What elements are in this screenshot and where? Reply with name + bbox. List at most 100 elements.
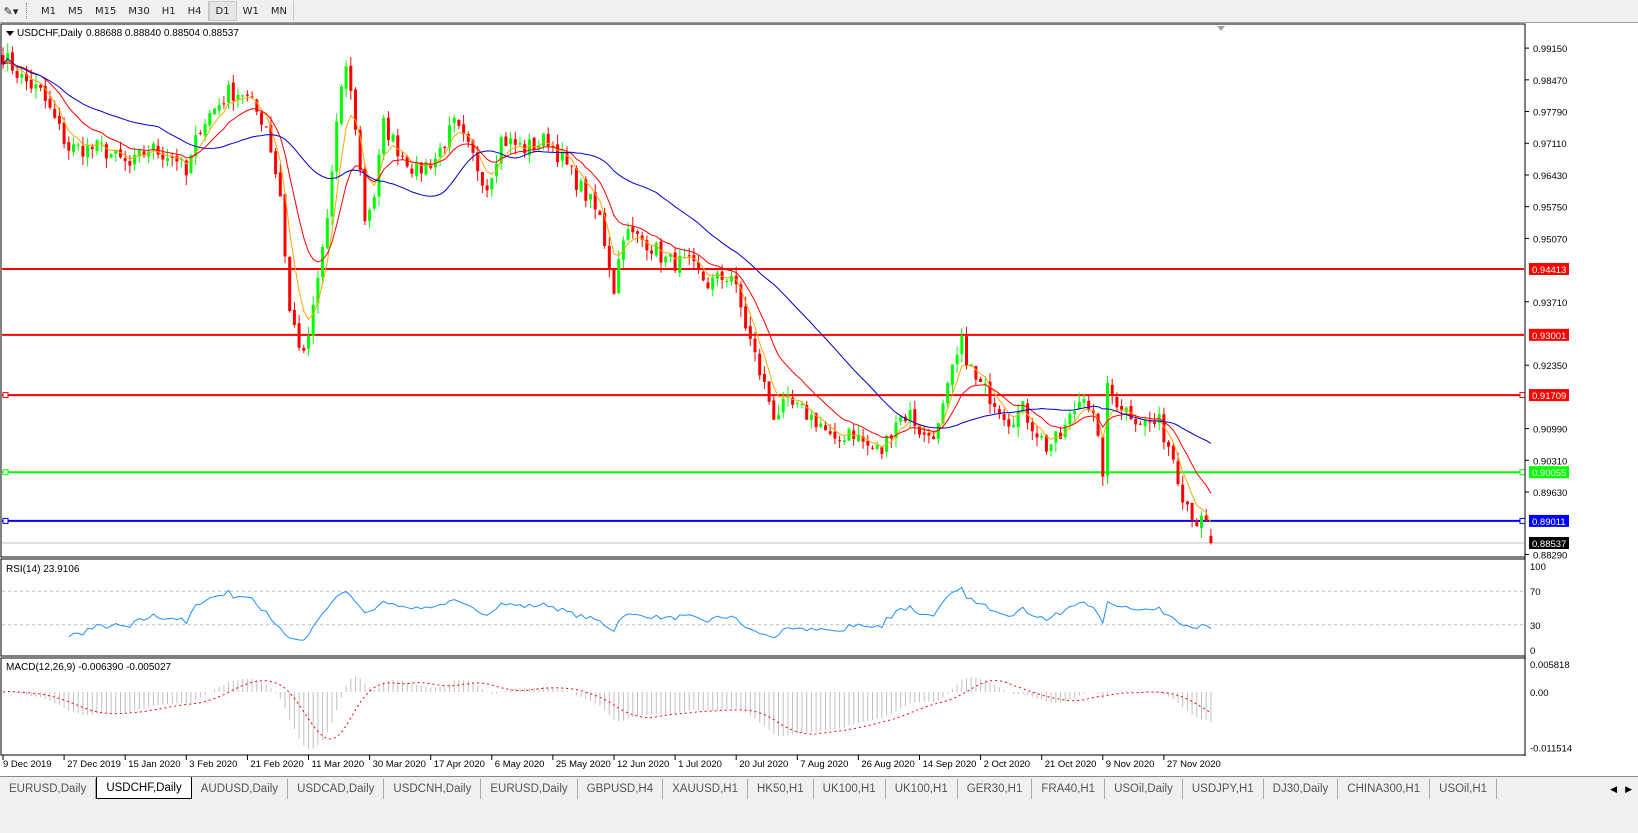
symbol-label: USDCHF,Daily — [17, 28, 83, 39]
candle-body — [725, 281, 729, 283]
line-handle[interactable] — [1519, 469, 1526, 476]
candle — [960, 328, 964, 363]
macd-axis-label: 0.005818 — [1530, 660, 1570, 671]
candle — [274, 147, 278, 179]
candle — [1082, 393, 1086, 409]
rsi-axis-label: 30 — [1530, 621, 1541, 632]
line-handle[interactable] — [2, 469, 9, 476]
date-label: 27 Dec 2019 — [67, 759, 121, 770]
macd-indicator: 0.005818 0.00 -0.011514 — [2, 660, 1572, 754]
line-handle[interactable] — [2, 392, 9, 399]
candle — [123, 150, 127, 172]
candle-body — [57, 115, 61, 124]
candle — [527, 133, 531, 164]
tab-usoil-daily[interactable]: USOil,Daily — [1105, 779, 1183, 799]
tab-uk100-h1[interactable]: UK100,H1 — [814, 779, 886, 799]
chart-shift-marker-icon[interactable] — [1217, 26, 1225, 31]
tab-gbpusd-h4[interactable]: GBPUSD,H4 — [578, 779, 664, 799]
date-label: 25 May 2020 — [556, 759, 611, 770]
tab-ger30-h1[interactable]: GER30,H1 — [958, 779, 1033, 799]
candle — [386, 111, 390, 146]
line-handle[interactable] — [1519, 517, 1526, 524]
rsi-axis-label: 100 — [1530, 562, 1546, 573]
price-line-label-bg — [1529, 514, 1569, 527]
candle-body — [457, 120, 461, 126]
candle-body — [180, 158, 184, 160]
candle — [1073, 401, 1077, 423]
candle-body — [636, 231, 639, 234]
candle-body — [1026, 403, 1030, 423]
candle-body — [1, 55, 5, 65]
tab-usdcnh-daily[interactable]: USDCNH,Daily — [384, 779, 482, 799]
scroll-right-icon[interactable]: ▶ — [1625, 783, 1632, 794]
timeframe-m30[interactable]: M30 — [128, 5, 150, 17]
candle — [908, 401, 912, 429]
timeframe-h1[interactable]: H1 — [161, 5, 176, 17]
tab-hk50-h1[interactable]: HK50,H1 — [748, 779, 814, 799]
toolbar-grip[interactable] — [26, 3, 31, 19]
candle-body — [396, 135, 400, 157]
tab-usdjpy-h1[interactable]: USDJPY,H1 — [1183, 779, 1264, 799]
tab-uk100-h1[interactable]: UK100,H1 — [886, 779, 958, 799]
candle-body — [640, 235, 644, 240]
price-line-label: 0.91709 — [1532, 391, 1566, 402]
timeframe-d1[interactable]: D1 — [208, 1, 237, 21]
candle-body — [589, 194, 592, 200]
candle — [880, 445, 884, 460]
candle — [772, 394, 776, 421]
date-label: 11 Mar 2020 — [312, 759, 365, 770]
tab-usdchf-daily[interactable]: USDCHF,Daily — [96, 777, 192, 799]
candle — [20, 66, 24, 85]
candle-body — [29, 79, 33, 89]
candle-body — [227, 84, 231, 103]
timeframe-mn[interactable]: MN — [270, 5, 287, 17]
chart-window[interactable]: 0.99150 0.98470 0.97790 0.97110 0.96430 0.957… — [0, 0, 1638, 776]
timeframe-m5[interactable]: M5 — [68, 5, 83, 17]
timeframe-h4[interactable]: H4 — [187, 5, 202, 17]
candle-body — [673, 252, 677, 271]
candle-body — [349, 65, 353, 91]
price-axis: 0.99150 0.98470 0.97790 0.97110 0.96430 0.957… — [1524, 24, 1569, 756]
timeframe-w1[interactable]: W1 — [242, 5, 259, 17]
candle-body — [62, 122, 66, 144]
tab-eurusd-daily[interactable]: EURUSD,Daily — [0, 779, 97, 799]
candle-body — [480, 172, 484, 186]
candle — [34, 74, 38, 99]
tab-dj30-daily[interactable]: DJ30,Daily — [1264, 779, 1339, 799]
candle-body — [438, 147, 442, 158]
tab-fra40-h1[interactable]: FRA40,H1 — [1032, 779, 1106, 799]
candle-body — [936, 423, 940, 439]
candle — [833, 422, 837, 445]
candle-body — [100, 142, 104, 144]
collapse-triangle-icon[interactable] — [6, 31, 14, 36]
tab-usdcad-daily[interactable]: USDCAD,Daily — [288, 779, 385, 799]
line-handle[interactable] — [2, 517, 9, 524]
timeframe-m1[interactable]: M1 — [41, 5, 56, 17]
candle-body — [814, 413, 818, 428]
price-tick-label: 0.89630 — [1533, 488, 1567, 499]
tab-audusd-daily[interactable]: AUDUSD,Daily — [192, 779, 289, 799]
tab-xauusd-h1[interactable]: XAUUSD,H1 — [663, 779, 748, 799]
candle — [997, 405, 1001, 420]
candle-body — [546, 133, 550, 147]
tab-scroll-arrows[interactable]: ◀ ▶ — [1604, 779, 1638, 799]
candle-body — [368, 209, 372, 222]
candle-body — [518, 143, 522, 145]
candle — [579, 177, 583, 193]
candle-body — [1148, 419, 1152, 423]
candle — [391, 132, 395, 143]
timeframe-m15[interactable]: M15 — [95, 5, 117, 17]
scroll-left-icon[interactable]: ◀ — [1610, 783, 1618, 794]
candle — [119, 141, 122, 159]
candle — [979, 376, 983, 383]
tab-eurusd-daily[interactable]: EURUSD,Daily — [481, 779, 578, 799]
line-tool-icon[interactable]: ✎▾ — [3, 4, 19, 18]
candle-body — [532, 137, 536, 150]
candle-body — [579, 180, 583, 192]
candle — [10, 46, 14, 75]
candle-body — [560, 152, 564, 161]
tab-china300-h1[interactable]: CHINA300,H1 — [1338, 779, 1431, 799]
macd-label: MACD(12,26,9) -0.006390 -0.005027 — [6, 662, 172, 673]
tab-usoil-h1[interactable]: USOil,H1 — [1430, 779, 1498, 799]
line-handle[interactable] — [1519, 392, 1526, 399]
